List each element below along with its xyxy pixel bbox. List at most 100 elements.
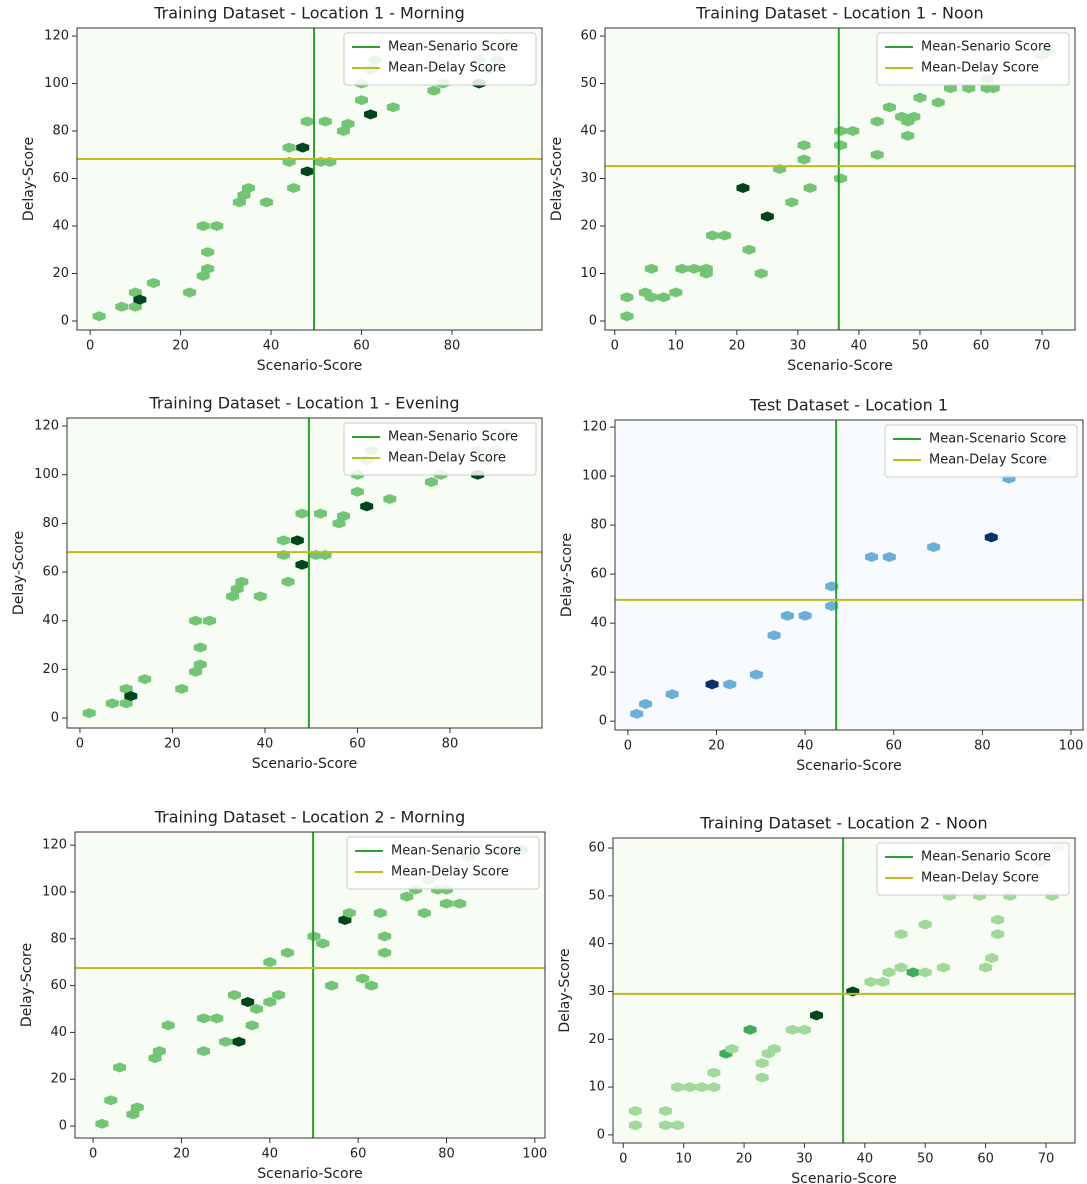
hexbin-cell bbox=[202, 615, 216, 626]
hexbin-cell bbox=[705, 679, 719, 690]
hexbin-cell bbox=[644, 292, 658, 303]
y-tick-label: 0 bbox=[61, 313, 69, 328]
hexbin-cell bbox=[931, 97, 945, 108]
hexbin-cell bbox=[201, 263, 215, 274]
hexbin-cell bbox=[979, 962, 993, 973]
hexbin-cell bbox=[280, 947, 294, 958]
hexbin-cell bbox=[707, 1067, 721, 1078]
hexbin-cell bbox=[825, 581, 839, 592]
y-axis-label: Delay-Score bbox=[559, 533, 575, 617]
y-tick-label: 120 bbox=[44, 29, 69, 44]
hexbin-cell bbox=[124, 691, 138, 702]
hexbin-cell bbox=[797, 154, 811, 165]
y-axis-label: Delay-Score bbox=[11, 531, 27, 615]
hexbin-cell bbox=[439, 898, 453, 909]
hexbin-cell bbox=[183, 287, 197, 298]
hexbin-cell bbox=[628, 1120, 642, 1131]
hexbin-cell bbox=[780, 610, 794, 621]
hexbin-cell bbox=[665, 689, 679, 700]
legend-box bbox=[343, 422, 537, 476]
hexbin-cell bbox=[130, 1102, 144, 1113]
y-tick-label: 40 bbox=[50, 1025, 67, 1040]
x-tick-label: 0 bbox=[611, 339, 619, 354]
hexbin-cell bbox=[232, 197, 246, 208]
hexbin-cell bbox=[241, 183, 255, 194]
hexbin-cell bbox=[742, 244, 756, 255]
hexbin-cell bbox=[723, 679, 737, 690]
hexbin-cell bbox=[834, 140, 848, 151]
hexbin-cell bbox=[400, 891, 414, 902]
x-tick-label: 100 bbox=[522, 1147, 547, 1162]
x-tick-label: 40 bbox=[857, 1152, 874, 1167]
hexbin-cell bbox=[210, 1013, 224, 1024]
y-tick-label: 40 bbox=[588, 936, 605, 951]
hexbin-cell bbox=[287, 183, 301, 194]
hexbin-cell bbox=[235, 576, 249, 587]
x-axis-label: Scenario-Score bbox=[252, 756, 357, 772]
hexbin-cell bbox=[417, 908, 431, 919]
legend-label: Mean-Delay Score bbox=[388, 61, 506, 76]
hexbin-cell bbox=[237, 190, 251, 201]
hexbin-cell bbox=[644, 263, 658, 274]
hexbin-cell bbox=[834, 173, 848, 184]
y-tick-label: 40 bbox=[590, 616, 607, 631]
y-tick-label: 120 bbox=[42, 838, 67, 853]
hexbin-cell bbox=[943, 83, 957, 94]
y-tick-label: 20 bbox=[580, 219, 597, 234]
hexbin-cell bbox=[373, 908, 387, 919]
y-tick-label: 0 bbox=[51, 711, 59, 726]
hexbin-cell bbox=[342, 908, 356, 919]
hexbin-cell bbox=[913, 92, 927, 103]
hexbin-cell bbox=[230, 584, 244, 595]
x-tick-label: 20 bbox=[173, 1147, 190, 1162]
hexbin-cell bbox=[133, 294, 147, 305]
x-axis-label: Scenario-Score bbox=[796, 758, 901, 774]
hexbin-cell bbox=[918, 967, 932, 978]
hexbin-cell bbox=[906, 967, 920, 978]
x-tick-label: 70 bbox=[1034, 339, 1051, 354]
y-tick-label: 60 bbox=[52, 171, 69, 186]
legend-label: Mean-Delay Score bbox=[921, 871, 1039, 886]
hexbin-cell bbox=[620, 292, 634, 303]
hexbin-cell bbox=[263, 996, 277, 1007]
hexbin-cell bbox=[825, 601, 839, 611]
y-tick-label: 20 bbox=[588, 1032, 605, 1047]
hexbin-cell bbox=[876, 976, 890, 987]
x-tick-label: 40 bbox=[257, 737, 274, 752]
x-tick-label: 0 bbox=[624, 739, 632, 754]
hexbin-cell bbox=[378, 947, 392, 958]
hexbin-cell bbox=[785, 1024, 799, 1035]
hexbin-cell bbox=[695, 1082, 709, 1093]
hexbin-cell bbox=[767, 630, 781, 641]
hexbin-cell bbox=[453, 898, 467, 909]
hexbin-cell bbox=[356, 973, 370, 984]
legend-box bbox=[884, 424, 1078, 478]
hexbin-cell bbox=[797, 140, 811, 151]
hexbin-cell bbox=[128, 287, 142, 298]
hexbin-cell bbox=[253, 591, 267, 602]
y-tick-label: 100 bbox=[42, 884, 67, 899]
hexbin-cell bbox=[197, 1046, 211, 1057]
subplot: Test Dataset - Location 1 Scenario-Score D… bbox=[559, 396, 1084, 774]
plot-frame bbox=[612, 837, 1076, 1144]
y-tick-label: 0 bbox=[597, 1127, 605, 1142]
hexbin-cell bbox=[350, 486, 364, 497]
x-tick-label: 20 bbox=[708, 739, 725, 754]
legend-label: Mean-Delay Score bbox=[388, 451, 506, 466]
hexbin-cell bbox=[219, 1036, 233, 1047]
y-tick-label: 30 bbox=[580, 171, 597, 186]
hexbin-cell bbox=[834, 126, 848, 137]
hexbin-cell bbox=[119, 683, 133, 694]
x-tick-label: 50 bbox=[912, 339, 929, 354]
hexbin-cell bbox=[276, 535, 290, 546]
y-tick-label: 30 bbox=[588, 984, 605, 999]
legend-box bbox=[876, 32, 1070, 86]
hexbin-cell bbox=[232, 1036, 246, 1047]
hexbin-cell bbox=[250, 1003, 264, 1014]
x-tick-label: 80 bbox=[438, 1147, 455, 1162]
hexbin-cell bbox=[725, 1043, 739, 1054]
hexbin-cell bbox=[699, 263, 713, 274]
hexbin-cell bbox=[260, 197, 274, 208]
hexbin-cell bbox=[337, 511, 351, 522]
hexbin-cell bbox=[115, 301, 129, 312]
